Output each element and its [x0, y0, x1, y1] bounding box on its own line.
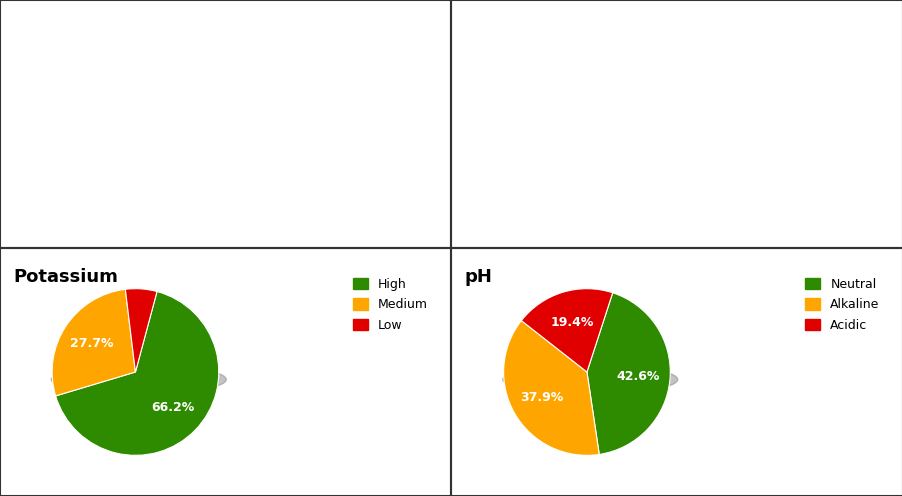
Legend: Neutral, Alkaline, Acidic: Neutral, Alkaline, Acidic: [801, 274, 882, 336]
Text: 42.6%: 42.6%: [616, 370, 659, 383]
Ellipse shape: [51, 365, 226, 394]
Legend: High, Medium, Low: High, Medium, Low: [349, 274, 431, 336]
Wedge shape: [586, 293, 669, 454]
Wedge shape: [56, 292, 218, 455]
Wedge shape: [503, 320, 599, 455]
Wedge shape: [52, 289, 135, 396]
Text: 66.2%: 66.2%: [151, 401, 194, 415]
Ellipse shape: [502, 365, 677, 394]
Wedge shape: [125, 289, 157, 372]
Text: 27.7%: 27.7%: [70, 337, 114, 350]
Text: 37.9%: 37.9%: [520, 391, 563, 404]
Text: pH: pH: [465, 268, 492, 286]
Text: Potassium: Potassium: [14, 268, 118, 286]
Text: 19.4%: 19.4%: [549, 316, 593, 329]
Wedge shape: [520, 289, 612, 372]
